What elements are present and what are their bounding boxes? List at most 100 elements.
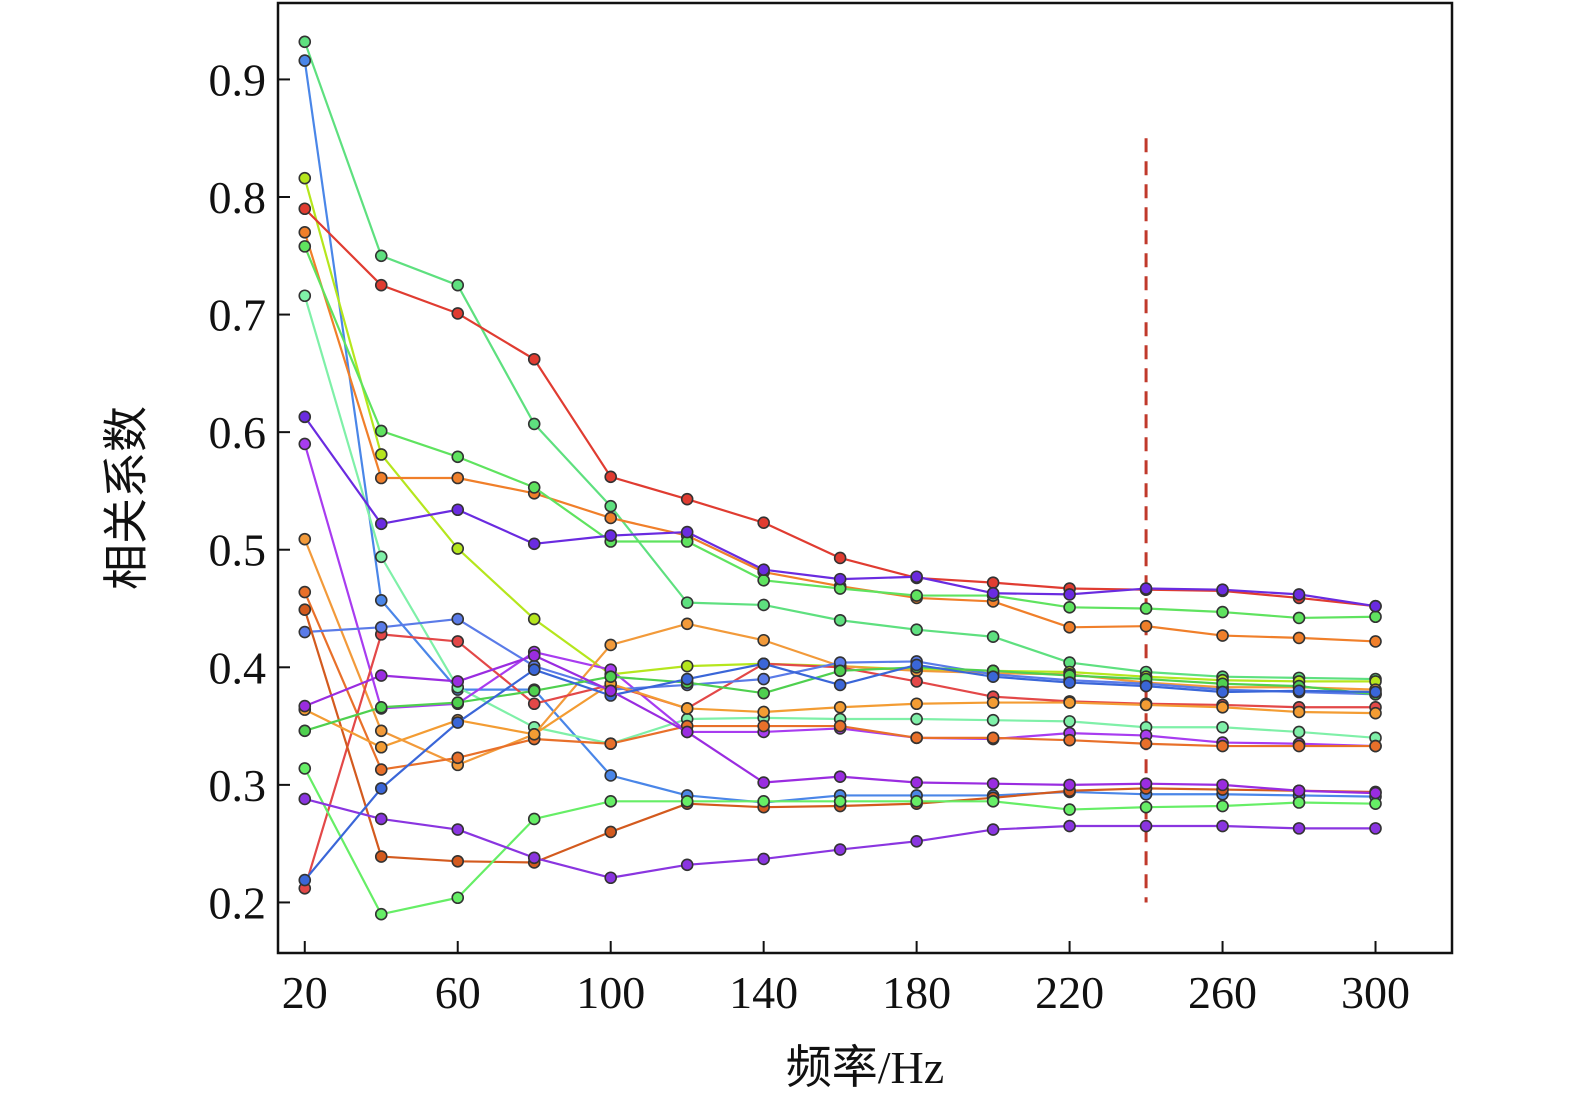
data-point (757, 672, 770, 686)
data-point (604, 737, 617, 751)
series-8 (298, 410, 1382, 613)
data-point (910, 776, 923, 789)
data-point (604, 684, 617, 698)
data-point (910, 712, 923, 726)
data-point (298, 625, 312, 639)
series-10 (298, 532, 1382, 772)
data-point (986, 696, 1000, 709)
data-point (604, 871, 617, 885)
data-point (986, 670, 1000, 684)
data-point (604, 795, 617, 808)
series-17 (298, 762, 1382, 921)
data-point (451, 278, 465, 292)
data-point (1216, 739, 1229, 753)
data-point (298, 724, 312, 738)
data-point (833, 678, 847, 692)
data-point (451, 471, 465, 485)
series-line (303, 207, 1376, 608)
data-point (1216, 819, 1229, 833)
data-point (910, 835, 923, 848)
data-point (1063, 803, 1076, 816)
data-point (910, 589, 923, 602)
data-point (1369, 599, 1382, 613)
data-point (374, 763, 388, 776)
data-point (451, 542, 465, 555)
data-point (680, 858, 694, 872)
data-point (451, 823, 465, 836)
data-point (1292, 725, 1306, 739)
data-point (374, 424, 388, 438)
data-point (1369, 822, 1382, 835)
data-point (298, 202, 312, 216)
data-point (986, 795, 1000, 808)
data-point (1292, 739, 1306, 753)
data-point (374, 249, 388, 263)
data-point (298, 699, 312, 713)
data-point (1063, 696, 1076, 709)
data-point (757, 776, 770, 789)
data-point (757, 657, 770, 671)
data-point (451, 891, 465, 905)
data-point (833, 843, 847, 856)
data-point (910, 623, 923, 636)
data-point (986, 630, 1000, 644)
data-point (298, 437, 312, 451)
data-point (527, 812, 541, 826)
data-point (604, 470, 617, 484)
data-point (451, 751, 465, 765)
data-point (374, 812, 388, 826)
data-point (986, 713, 1000, 727)
series-16 (298, 660, 1382, 738)
data-point (527, 417, 541, 431)
data-point (1292, 796, 1306, 809)
data-point (833, 613, 847, 627)
data-point (374, 782, 388, 795)
y-tick-label: 0.2 (209, 877, 267, 928)
x-tick-label: 300 (1341, 967, 1410, 1018)
data-point (374, 448, 388, 461)
x-tick-label: 140 (729, 967, 798, 1018)
data-point (374, 517, 388, 531)
data-point (1063, 819, 1076, 833)
data-point (451, 450, 465, 464)
data-point (1139, 619, 1153, 633)
data-point (604, 511, 617, 525)
data-point (680, 659, 694, 673)
x-tick-label: 260 (1188, 967, 1257, 1018)
data-point (527, 851, 541, 865)
data-point (527, 663, 541, 676)
data-point (527, 352, 541, 366)
data-point (1292, 784, 1306, 798)
y-tick-label: 0.5 (209, 525, 267, 576)
data-point (374, 740, 388, 754)
data-point (527, 537, 541, 551)
data-point (680, 702, 694, 715)
data-point (833, 719, 847, 733)
data-point (1139, 819, 1153, 833)
data-point (986, 823, 1000, 836)
data-point (757, 852, 770, 866)
data-point (1369, 610, 1382, 624)
data-point (833, 795, 847, 808)
data-point (604, 529, 617, 542)
data-point (986, 586, 1000, 600)
data-point (298, 792, 312, 806)
x-tick-label: 60 (435, 967, 481, 1018)
data-point (1139, 582, 1153, 595)
data-point (604, 670, 617, 684)
series-6 (298, 240, 1382, 625)
data-point (1063, 621, 1076, 634)
data-point (1292, 611, 1306, 625)
data-point (1216, 778, 1229, 792)
data-point (298, 762, 312, 775)
data-point (1369, 786, 1382, 800)
data-point (1216, 583, 1229, 596)
data-point (757, 705, 770, 719)
data-point (374, 621, 388, 634)
data-point (1139, 602, 1153, 615)
data-point (910, 795, 923, 808)
data-point (527, 697, 541, 711)
data-point (910, 675, 923, 688)
